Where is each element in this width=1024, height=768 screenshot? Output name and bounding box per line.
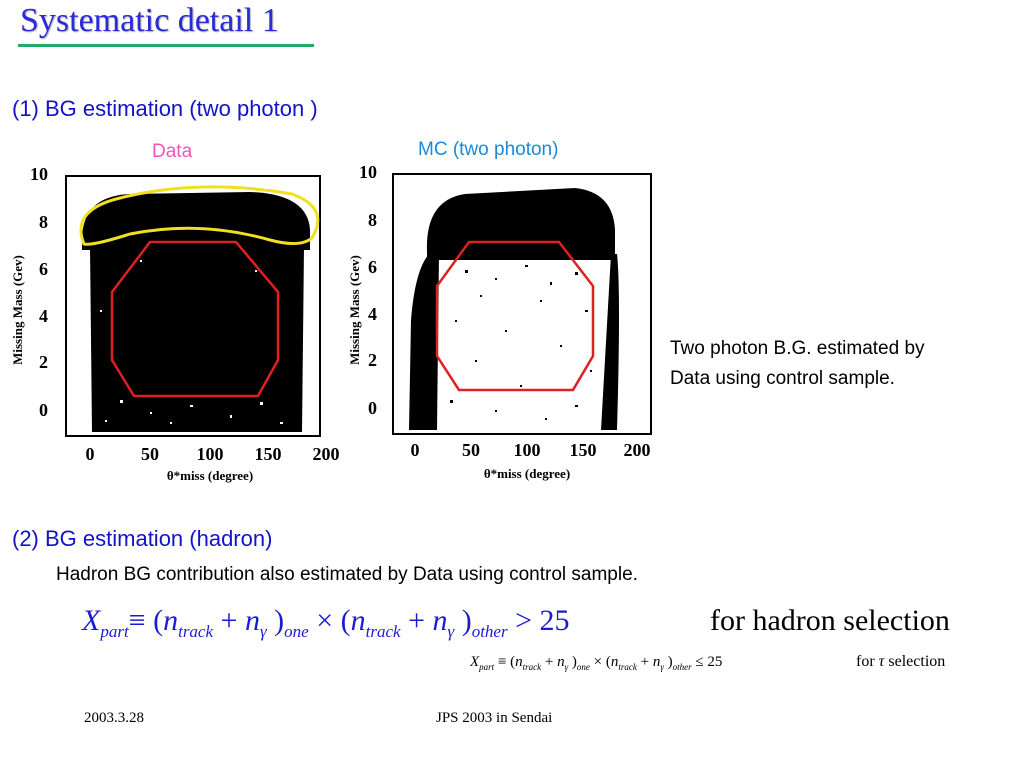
y-tick: 8 [39,212,48,232]
eq-var: n [557,654,565,670]
density-right-wall [601,254,619,430]
eq-sub: one [576,662,590,672]
x-tick: 0 [411,440,420,460]
eq-var: X [82,604,101,637]
eq-sub: other [672,662,692,672]
tau-selection-label: for τ selection [856,653,945,671]
x-tick: 200 [313,444,340,464]
y-tick: 6 [368,257,377,277]
eq-var: n [432,604,448,637]
y-tick: 10 [359,162,377,182]
eq-op: ) [454,604,472,637]
eq-var: X [470,654,480,670]
title-underline [18,44,314,47]
note-line-1: Two photon B.G. estimated by [670,338,925,359]
x-tick: 150 [255,444,282,464]
x-tick: 200 [624,440,651,460]
eq-sub: γ [660,662,664,672]
tau-label-selection: selection [888,653,946,670]
y-tick: 6 [39,259,48,279]
eq-sub: one [284,622,309,641]
eq-op: ) [266,604,285,637]
y-tick: 4 [39,306,48,326]
note-line-2: Data using control sample. [670,368,895,389]
eq-var: n [350,604,366,637]
hadron-bg-note: Hadron BG contribution also estimated by… [56,564,638,585]
two-photon-note: Two photon B.G. estimated by Data using … [670,334,925,394]
x-tick-labels: 0 50 100 150 200 [411,440,651,460]
y-tick: 0 [39,400,48,420]
section2-heading: (2) BG estimation (hadron) [12,526,273,551]
tau-symbol: τ [878,653,885,670]
y-tick-labels: 0 2 4 6 8 10 [359,162,377,418]
eq-op: × ( [308,604,351,637]
eq-sub: part [100,622,129,641]
eq-op: ) [663,654,673,670]
slide-title: Systematic detail 1 [20,2,279,39]
eq-sub: γ [259,622,267,641]
y-tick-labels: 0 2 4 6 8 10 [30,164,48,420]
eq-var: n [610,654,619,670]
x-tick: 50 [462,440,480,460]
data-plot-label: Data [152,141,193,162]
tau-label-for: for [856,653,875,670]
hadron-selection-label: for hadron selection [710,604,950,637]
control-region-outline [79,185,320,246]
eq-var: n [244,604,260,637]
density-speckles [100,260,283,424]
y-tick: 2 [39,352,48,372]
eq-op: + [213,604,245,637]
x-tick: 100 [514,440,541,460]
footer-venue: JPS 2003 in Sendai [436,710,553,726]
eq-op: ≡ ( [128,604,164,637]
tau-selection-equation: Xpart ≡ (ntrack + nγ )one × (ntrack + nγ… [470,654,722,672]
density-sparse-dots [450,265,592,420]
eq-sub: other [471,622,508,641]
y-tick: 2 [368,350,377,370]
x-tick-labels: 0 50 100 150 200 [86,444,340,464]
eq-op: + [400,604,433,637]
x-tick: 100 [197,444,224,464]
x-axis-label: θ*miss (degree) [167,468,253,483]
eq-sub: track [618,662,637,672]
eq-sub: part [479,662,495,672]
footer-date: 2003.3.28 [84,710,144,726]
eq-op: ≡ ( [494,654,516,670]
eq-sub: track [365,622,401,641]
eq-sub: track [522,662,542,672]
eq-op: + [541,654,558,670]
section1-heading: (1) BG estimation (two photon ) [12,96,318,121]
y-tick: 10 [30,164,48,184]
eq-op: ≤ 25 [691,654,723,670]
eq-var: n [515,654,523,670]
eq-op: ) [568,654,577,670]
density-left-wall [409,254,439,430]
signal-region-outline [110,240,280,398]
y-tick: 4 [368,304,377,324]
eq-op: > 25 [507,604,570,637]
eq-var: n [652,654,661,670]
density-top-band [426,188,615,260]
y-axis-label: Missing Mass (Gev) [347,255,362,365]
density-body [90,246,304,432]
mc-scatter-plot: 0 2 4 6 8 10 Missing Mass (Gev) 0 50 100… [347,162,652,481]
hadron-selection-equation: Xpart≡ (ntrack + nγ )one × (ntrack + nγ … [82,604,570,642]
y-axis-label: Missing Mass (Gev) [10,255,25,365]
eq-sub: γ [447,622,455,641]
eq-sub: track [178,622,214,641]
eq-op: × ( [589,654,611,670]
signal-region-outline [435,240,595,392]
y-tick: 8 [368,210,377,230]
y-tick: 0 [368,398,377,418]
x-axis-label: θ*miss (degree) [484,466,570,481]
x-tick: 50 [141,444,159,464]
eq-var: n [163,604,179,637]
eq-op: + [636,654,653,670]
mc-plot-label: MC (two photon) [418,139,559,160]
x-tick: 0 [86,444,95,464]
x-tick: 150 [570,440,597,460]
data-scatter-plot: 0 2 4 6 8 10 Missing Mass (Gev) 0 50 100… [10,164,340,483]
eq-sub: γ [564,662,569,672]
